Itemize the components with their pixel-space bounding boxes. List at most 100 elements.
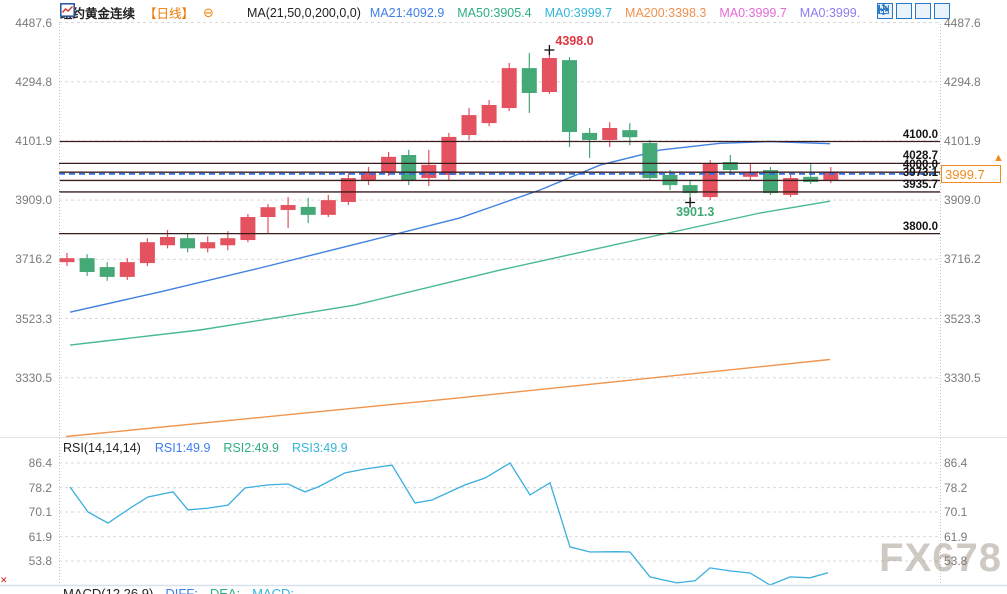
candle[interactable] [582, 132, 598, 140]
price-axis-label-right: 3909.0 [944, 193, 981, 208]
price-axis-label-left: 3716.2 [15, 252, 52, 267]
candle[interactable] [481, 104, 497, 124]
candle[interactable] [180, 238, 196, 249]
candle[interactable] [361, 171, 376, 180]
candle[interactable] [501, 68, 517, 109]
price-axis-label-right: 4101.9 [944, 133, 981, 148]
current-price-badge: 3999.7 [941, 165, 1001, 183]
candle[interactable] [763, 170, 778, 194]
candle[interactable] [340, 178, 356, 202]
price-axis-label-left: 4487.6 [15, 15, 52, 30]
level-label: 4100.0 [902, 128, 938, 141]
ma-value: MA200:3398.3 [625, 5, 707, 20]
rsi-axis-label-left: 78.2 [28, 480, 52, 495]
rsi-value: RSI1:49.9 [154, 441, 211, 455]
rsi-axis-label-right: 70.1 [944, 504, 968, 519]
price-axis-label-right: 4487.6 [944, 15, 981, 30]
next-indicator-row-clipped: MACD(12,26,9) DIFF: DEA: MACD: [63, 586, 294, 594]
timeframe-label: 【日线】 [144, 7, 195, 21]
candle[interactable] [200, 242, 216, 249]
chart-toolbar [877, 3, 950, 19]
price-axis-label-right: 3523.3 [944, 311, 981, 326]
candle[interactable] [300, 206, 316, 215]
candle[interactable] [642, 143, 658, 179]
level-label: 3973.1 [902, 167, 938, 180]
rsi-axis-label-left: 53.8 [28, 553, 52, 568]
remove-overlay-icon[interactable]: ⊖ [203, 5, 214, 20]
bottom-left-marker: ✕ [0, 575, 8, 585]
candle[interactable] [240, 217, 256, 241]
extreme-price-label: 3901.3 [676, 204, 715, 219]
ma50-line [69, 200, 831, 346]
level-label: 4028.7 [902, 150, 938, 163]
clipped-indicator-value: DIFF: [165, 586, 198, 594]
candle[interactable] [99, 267, 115, 277]
price-axis-label-left: 3909.0 [15, 193, 52, 208]
price-up-arrow-icon: ▲ [993, 152, 1004, 164]
level-label: 3800.0 [902, 220, 938, 233]
candle[interactable] [823, 172, 839, 180]
ma-value: MA0:3999.7 [719, 5, 787, 20]
pane-right-icon[interactable] [878, 3, 950, 19]
ma-value: MA0:3999.7 [544, 5, 613, 20]
axis-scale-icon[interactable] [878, 3, 931, 19]
price-axis-label-left: 4101.9 [15, 133, 52, 148]
ma-value: MA50:3905.4 [457, 5, 532, 20]
price-axis-label-left: 3330.5 [15, 370, 52, 385]
price-axis-label-right: 3716.2 [944, 252, 981, 267]
fit-width-icon[interactable] [878, 3, 912, 19]
ma-value: MA21:4092.9 [369, 5, 445, 20]
rsi-legend: RSI1:49.9 RSI2:49.9 RSI3:49.9 [155, 441, 348, 455]
instrument-title: 纽约黄金连续 [60, 7, 136, 21]
ma200-line [65, 358, 831, 438]
candle[interactable] [602, 127, 618, 140]
candle[interactable] [320, 200, 336, 215]
rsi-line [69, 462, 829, 586]
ma-settings-label: MA(21,50,0,200,0,0) [246, 5, 361, 20]
rsi-settings-label: RSI(14,14,14) [63, 441, 141, 455]
chart-type-icon[interactable] [60, 3, 238, 20]
clipped-indicator-value: DEA: [209, 586, 241, 594]
candle[interactable] [441, 136, 457, 175]
watermark: FX678 [879, 536, 1002, 580]
candle[interactable] [260, 207, 276, 218]
candle[interactable] [783, 178, 799, 195]
ma21-line [69, 140, 831, 313]
candle[interactable] [622, 130, 638, 138]
candle[interactable] [381, 156, 397, 172]
rsi-axis-label-left: 70.1 [28, 504, 52, 519]
rsi-axis-label-right: 78.2 [944, 480, 968, 495]
candle[interactable] [521, 68, 537, 93]
rsi-axis-label-right: 86.4 [944, 456, 968, 470]
extreme-price-label: 4398.0 [555, 34, 594, 48]
candle[interactable] [220, 238, 236, 246]
candle[interactable] [682, 185, 698, 194]
candle[interactable] [803, 176, 819, 183]
ma-value: MA0:3999. [799, 5, 861, 20]
candle[interactable] [280, 205, 296, 210]
candle[interactable] [541, 57, 557, 93]
rsi-value: RSI3:49.9 [292, 441, 348, 455]
price-axis-label-left: 3523.3 [15, 311, 52, 326]
price-axis-label-left: 4294.8 [15, 74, 52, 89]
level-label: 3935.7 [902, 178, 938, 191]
rsi-axis-label-left: 61.9 [28, 529, 52, 544]
rsi-axis-label-right: 61.9 [944, 529, 968, 544]
candle[interactable] [79, 258, 95, 272]
candle[interactable] [59, 258, 75, 263]
clipped-indicator-value: MACD: [252, 586, 295, 594]
price-axis-label-right: 4294.8 [944, 74, 981, 89]
candle[interactable] [461, 115, 477, 136]
candle[interactable] [160, 236, 175, 246]
rsi-header: RSI(14,14,14) RSI1:49.9 RSI2:49.9 RSI3:49.… [63, 441, 348, 455]
candle[interactable] [722, 162, 738, 171]
candle[interactable] [401, 155, 417, 181]
candle[interactable] [139, 242, 155, 264]
chart-header: 纽约黄金连续 【日线】 ⊖ MA(21,50,0,200,0,0) MA21:4… [60, 3, 860, 22]
clipped-indicator-label: MACD(12,26,9) [63, 586, 154, 594]
candle[interactable] [119, 262, 135, 277]
candle[interactable] [562, 60, 577, 132]
candle[interactable] [421, 164, 437, 179]
